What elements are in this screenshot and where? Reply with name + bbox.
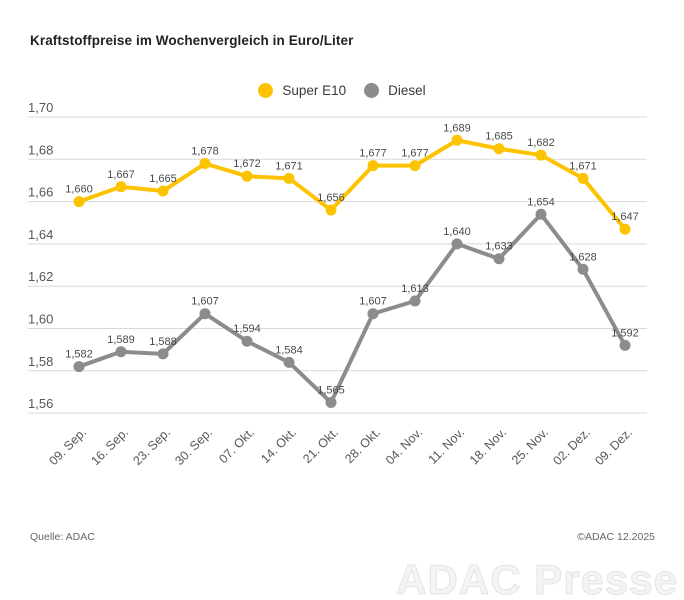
data-point xyxy=(409,160,421,172)
data-point-label: 1,613 xyxy=(401,283,429,295)
data-point xyxy=(241,170,253,182)
y-axis-tick-label: 1,58 xyxy=(28,354,53,369)
x-axis-tick-label: 09. Dez. xyxy=(592,425,635,468)
data-point xyxy=(73,361,85,373)
y-axis-tick-label: 1,68 xyxy=(28,142,53,157)
data-point xyxy=(325,397,337,409)
data-point xyxy=(493,143,505,155)
data-point-label: 1,592 xyxy=(611,327,639,339)
data-point-label: 1,633 xyxy=(485,241,513,253)
series-line-diesel xyxy=(78,212,627,405)
data-point xyxy=(115,346,127,358)
data-point xyxy=(283,172,295,184)
data-point xyxy=(493,253,505,265)
y-axis-tick-label: 1,64 xyxy=(28,227,53,242)
adac-presse-watermark: ADAC Presse xyxy=(396,556,678,600)
data-point xyxy=(451,134,463,146)
data-point xyxy=(577,263,589,275)
data-point-label: 1,582 xyxy=(65,349,93,361)
data-point-label: 1,671 xyxy=(275,160,303,172)
data-point xyxy=(283,356,295,368)
y-axis-tick-label: 1,62 xyxy=(28,269,53,284)
data-point-label: 1,682 xyxy=(527,137,555,149)
x-axis-tick-label: 25. Nov. xyxy=(509,425,551,467)
data-point xyxy=(535,149,547,161)
series-line-super-e10 xyxy=(78,138,627,231)
data-point xyxy=(409,295,421,307)
data-point-label: 1,667 xyxy=(107,169,135,181)
data-point-label: 1,607 xyxy=(359,296,387,308)
y-axis-tick-label: 1,66 xyxy=(28,185,53,200)
data-point-label: 1,589 xyxy=(107,334,135,346)
legend-item-super-e10: Super E10 xyxy=(258,83,346,98)
y-axis-tick-label: 1,56 xyxy=(28,396,53,411)
x-axis-tick-label: 18. Nov. xyxy=(467,425,509,467)
data-point xyxy=(367,308,379,320)
x-axis-tick-label: 02. Dez. xyxy=(550,425,593,468)
data-point-label: 1,588 xyxy=(149,336,177,348)
data-point xyxy=(157,185,169,197)
data-point-label: 1,656 xyxy=(317,192,345,204)
data-point-label: 1,671 xyxy=(569,160,597,172)
data-point xyxy=(73,196,85,208)
legend-label: Diesel xyxy=(388,83,426,98)
data-point xyxy=(115,181,127,193)
data-point-label: 1,689 xyxy=(443,122,471,134)
chart-legend: Super E10 Diesel xyxy=(0,83,684,98)
data-point-label: 1,584 xyxy=(275,344,303,356)
data-point-label: 1,594 xyxy=(233,323,261,335)
data-point-label: 1,640 xyxy=(443,226,471,238)
data-point xyxy=(535,208,547,220)
source-note: Quelle: ADAC xyxy=(30,531,95,543)
data-point xyxy=(241,335,253,347)
x-axis-tick-label: 16. Sep. xyxy=(88,425,131,468)
data-point-label: 1,654 xyxy=(527,196,555,208)
data-point xyxy=(367,160,379,172)
data-point xyxy=(619,223,631,235)
data-point xyxy=(157,348,169,360)
x-axis-tick-label: 14. Okt. xyxy=(258,425,299,466)
x-axis-tick-label: 23. Sep. xyxy=(130,425,173,468)
data-point-label: 1,647 xyxy=(611,211,639,223)
data-point-label: 1,677 xyxy=(359,148,387,160)
y-axis-tick-label: 1,60 xyxy=(28,312,53,327)
legend-item-diesel: Diesel xyxy=(364,83,426,98)
chart-title: Kraftstoffpreise im Wochenvergleich in E… xyxy=(30,33,354,48)
data-point-label: 1,628 xyxy=(569,251,597,263)
x-axis-tick-label: 21. Okt. xyxy=(300,425,341,466)
data-point xyxy=(619,339,631,351)
x-axis-tick-label: 07. Okt. xyxy=(216,425,257,466)
data-point xyxy=(325,204,337,216)
copyright-note: ©ADAC 12.2025 xyxy=(577,531,655,543)
x-axis-tick-label: 30. Sep. xyxy=(172,425,215,468)
data-point-label: 1,677 xyxy=(401,148,429,160)
data-point-label: 1,660 xyxy=(65,184,93,196)
data-point xyxy=(199,158,211,170)
x-axis-tick-label: 11. Nov. xyxy=(426,425,468,467)
y-axis-tick-label: 1,70 xyxy=(28,100,53,115)
x-axis-tick-label: 28. Okt. xyxy=(342,425,383,466)
data-point-label: 1,665 xyxy=(149,173,177,185)
legend-dot-icon xyxy=(258,83,274,98)
x-axis-tick-label: 09. Sep. xyxy=(46,425,89,468)
legend-label: Super E10 xyxy=(282,83,347,98)
data-point xyxy=(577,172,589,184)
data-point xyxy=(199,308,211,320)
data-point-label: 1,607 xyxy=(191,296,219,308)
data-point-label: 1,685 xyxy=(485,131,513,143)
data-point-label: 1,672 xyxy=(233,158,261,170)
legend-dot-icon xyxy=(364,83,380,98)
x-axis-tick-label: 04. Nov. xyxy=(383,425,425,467)
data-point-label: 1,565 xyxy=(317,385,345,397)
data-point xyxy=(451,238,463,250)
data-point-label: 1,678 xyxy=(191,146,219,158)
